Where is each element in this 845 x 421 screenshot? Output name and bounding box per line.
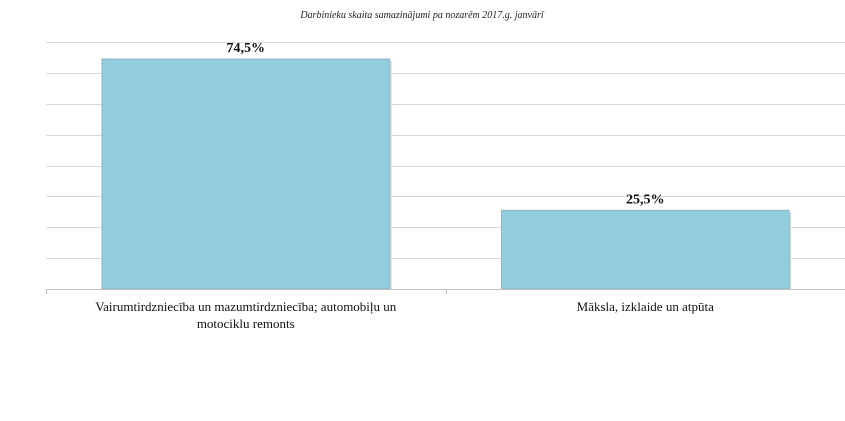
category-label-1-line-0: Māksla, izklaide un atpūta: [577, 299, 714, 314]
data-label-1: 25,5%: [626, 192, 665, 207]
data-labels: 74,5% 25,5%: [227, 41, 665, 207]
category-label-0-line-1: motociklu remonts: [197, 316, 295, 331]
chart-title: Darbinieku skaita samazinājumi pa nozarē…: [299, 10, 545, 21]
category-label-0-line-0: Vairumtirdzniecība un mazumtirdzniecība;…: [95, 299, 397, 314]
bars: [101, 58, 792, 290]
data-label-0: 74,5%: [227, 41, 266, 56]
category-labels: Vairumtirdzniecība un mazumtirdzniecība;…: [95, 299, 714, 331]
bar-0: [101, 58, 391, 290]
x-axis: [46, 289, 845, 294]
bar-1: [500, 209, 790, 290]
